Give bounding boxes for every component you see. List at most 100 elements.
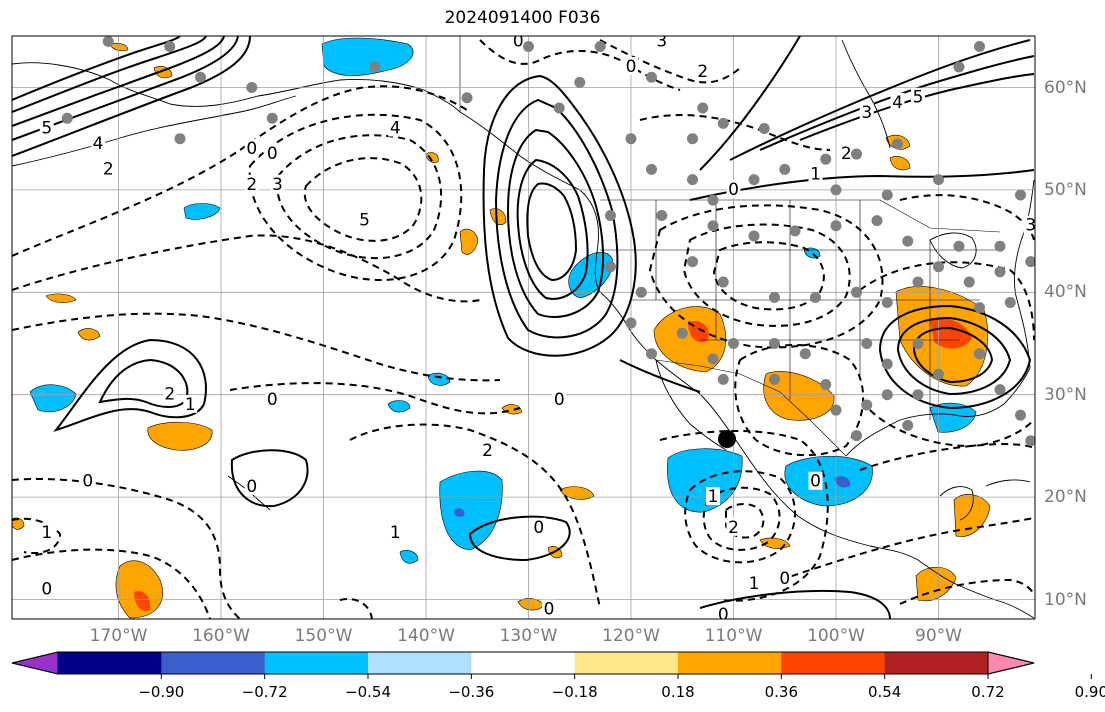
station-dot: [892, 138, 903, 150]
longitude-label: 90°W: [915, 626, 962, 646]
shade-positive-small-13: [425, 152, 439, 163]
station-dot: [861, 399, 873, 411]
coastline-gulf: [845, 367, 1031, 457]
shade-positive-far-southwest: [115, 560, 163, 619]
colorbar-tick-label: 0.72: [971, 683, 1005, 701]
contour-label-background: [552, 389, 567, 408]
station-dot: [851, 286, 862, 298]
contour-dashed-pacific-south-3: [12, 548, 211, 619]
shade-negative-small-1: [387, 400, 411, 413]
contour-label: 0: [513, 31, 524, 51]
shade-positive-small-12: [109, 42, 129, 52]
contour-label: 3: [1025, 216, 1036, 236]
longitude-label: 170°W: [89, 626, 148, 646]
contour-label: 5: [359, 211, 370, 231]
contour-label-background: [101, 159, 116, 178]
contour-solid-central-pacific: [468, 515, 571, 562]
contour-solid-ne-1: [699, 36, 801, 171]
longitude-label: 150°W: [294, 626, 353, 646]
point-marker: [718, 430, 736, 448]
contour-label-background: [531, 517, 546, 536]
station-dot: [902, 419, 914, 431]
contour-label: 2: [482, 441, 493, 461]
contour-label: 2: [728, 518, 739, 538]
station-dot: [625, 133, 637, 145]
shade-positive-southwest: [653, 306, 727, 373]
coastline-central-america: [917, 559, 1035, 619]
contour-solid-south: [699, 589, 891, 619]
contour-dashed-us-interior-2: [682, 223, 851, 327]
contour-solid-ridge-5: [526, 182, 578, 282]
contour-label-background: [726, 517, 741, 536]
station-dot: [994, 384, 1006, 396]
contour-dashed-central-america: [779, 517, 1035, 581]
contour-label: 2: [841, 144, 852, 164]
contour-label: 0: [554, 390, 565, 410]
contour-label: 3: [656, 31, 667, 51]
contour-label-background: [706, 487, 720, 506]
shade-negative-gulf-mexico: [784, 455, 873, 507]
shade-positive-far-southwest-core: [134, 590, 151, 612]
contour-label-background: [859, 103, 874, 122]
contour-label-background: [542, 599, 556, 618]
colorbar-over-arrow: [987, 651, 1035, 675]
contour-dashed-mexico-low-2: [702, 486, 781, 551]
contour-label: 0: [41, 579, 52, 599]
longitude-label: 130°W: [499, 626, 558, 646]
station-dot: [523, 41, 534, 53]
contour-label-background: [747, 574, 761, 593]
coastline-alaska: [12, 62, 461, 113]
station-dot: [851, 148, 862, 160]
colorbar-bin: [678, 652, 782, 674]
colorbar-outline: [11, 651, 1035, 675]
coastline-cuba: [985, 479, 1031, 487]
colorbar-tick-label: −0.36: [448, 683, 495, 701]
station-dot: [1015, 189, 1026, 201]
colorbar-bin: [161, 652, 266, 674]
contour-dashed-mexico-outer: [659, 430, 829, 602]
station-dot: [707, 220, 719, 232]
shade-positive-small-1: [45, 293, 77, 303]
colorbar-bin: [781, 652, 886, 674]
shade-positive-west-pacific: [147, 421, 213, 451]
station-dot: [687, 256, 698, 268]
station-dot: [717, 117, 729, 129]
contour-label-background: [244, 476, 259, 495]
station-dot: [728, 338, 739, 349]
contour-label-background: [890, 92, 905, 111]
contour-label-background: [80, 471, 95, 490]
contour-label-background: [244, 174, 259, 193]
contour-label-background: [726, 179, 741, 198]
station-dot: [656, 210, 668, 221]
contour-solid-ridge-2: [494, 98, 619, 339]
contour-label-background: [244, 138, 259, 157]
longitude-label: 110°W: [704, 626, 763, 646]
contour-solid-west-high-1: [53, 338, 207, 432]
shade-positive-small-10: [889, 156, 911, 171]
contour-dashed-gulf-low-3: [303, 157, 423, 242]
station-dot: [871, 215, 883, 227]
contour-label-background: [270, 174, 285, 193]
contour-label-background: [162, 384, 177, 403]
contour-label: 1: [41, 523, 52, 543]
border-us-canada: [600, 199, 1001, 233]
coastline-aleutians: [12, 95, 297, 167]
coastline-great-lakes: [929, 232, 977, 269]
contour-label: 1: [749, 574, 760, 594]
station-dot: [953, 240, 965, 252]
station-dot: [779, 163, 791, 175]
station-dot: [820, 378, 832, 390]
contour-label: 0: [544, 600, 555, 620]
colorbar-bin: [884, 652, 989, 674]
station-dot: [953, 61, 965, 73]
contour-label: 0: [533, 518, 544, 538]
shade-negative-california: [568, 252, 613, 299]
contour-label-background: [265, 389, 280, 408]
station-dot: [461, 92, 473, 104]
station-dot: [605, 210, 616, 221]
contour-dashed-mid-pacific: [229, 382, 521, 415]
station-dot: [1025, 256, 1035, 268]
station-dot: [646, 163, 657, 175]
latitude-label: 30°N: [1044, 384, 1087, 405]
contour-label: 4: [93, 134, 104, 154]
